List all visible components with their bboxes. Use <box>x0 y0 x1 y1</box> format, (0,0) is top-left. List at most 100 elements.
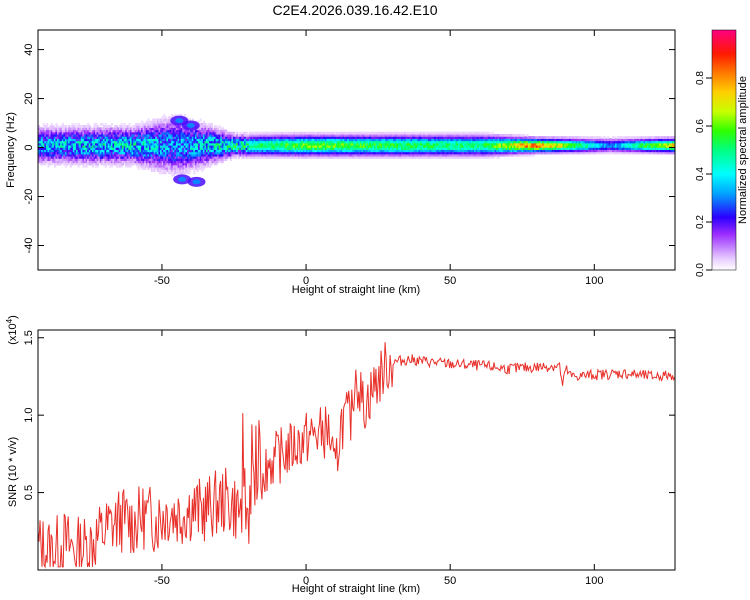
heatmap-cell <box>169 162 172 166</box>
heatmap-cell <box>345 151 348 155</box>
heatmap-cell <box>166 164 169 168</box>
heatmap-cell <box>440 151 443 155</box>
heatmap-cell <box>497 142 500 146</box>
heatmap-cell <box>408 151 412 155</box>
heatmap-cell <box>76 140 79 144</box>
heatmap-cell <box>290 136 293 139</box>
heatmap-cell <box>142 167 145 170</box>
heatmap-cell <box>112 138 115 142</box>
heatmap-cell <box>237 153 240 157</box>
heatmap-cell <box>185 144 188 148</box>
heatmap-cell <box>96 129 99 133</box>
heatmap-cell <box>44 158 47 161</box>
heatmap-cell <box>82 142 85 146</box>
heatmap-cell <box>226 133 229 137</box>
heatmap-cell <box>180 164 183 168</box>
heatmap-cell <box>545 138 548 142</box>
heatmap-cell <box>500 153 504 157</box>
heatmap-cell <box>72 133 76 137</box>
heatmap-cell <box>267 153 271 157</box>
heatmap-cell <box>334 149 337 153</box>
heatmap-cell <box>228 136 231 139</box>
heatmap-cell <box>396 156 399 159</box>
heatmap-cell <box>397 147 401 150</box>
heatmap-cell <box>169 153 172 157</box>
heatmap-cell <box>125 125 128 128</box>
heatmap-cell <box>334 140 337 144</box>
heatmap-cell <box>79 149 82 153</box>
heatmap-cell <box>98 136 101 139</box>
heatmap-cell <box>101 133 104 137</box>
heatmap-cell <box>42 133 45 137</box>
heatmap-cell <box>225 129 228 133</box>
heatmap-cell <box>420 133 423 137</box>
heatmap-cell <box>96 140 99 144</box>
heatmap-cell <box>556 144 559 148</box>
heatmap-cell <box>55 136 58 139</box>
heatmap-cell <box>402 151 405 155</box>
heatmap-cell <box>201 158 204 161</box>
heatmap-cell <box>234 140 237 144</box>
heatmap-cell <box>217 144 220 148</box>
heatmap-cell <box>144 167 147 170</box>
heatmap-cell <box>179 125 182 128</box>
heatmap-cell <box>150 144 153 148</box>
heatmap-cell <box>71 140 74 144</box>
heatmap-cell <box>466 142 469 146</box>
heatmap-cell <box>225 140 228 144</box>
heatmap-cell <box>137 162 141 166</box>
heatmap-cell <box>90 144 93 148</box>
heatmap-cell <box>88 136 91 139</box>
heatmap-cell <box>202 147 206 150</box>
heatmap-cell <box>334 133 337 137</box>
heatmap-cell <box>180 133 183 137</box>
heatmap-cell <box>79 136 82 139</box>
heatmap-cell <box>526 147 529 150</box>
heatmap-cell <box>217 149 220 153</box>
heatmap-cell <box>156 160 160 164</box>
heatmap-cell <box>427 144 431 148</box>
heatmap-cell <box>310 156 313 159</box>
heatmap-cell <box>540 151 543 155</box>
heatmap-cell <box>531 140 534 144</box>
heatmap-cell <box>144 156 147 159</box>
heatmap-cell <box>329 131 332 135</box>
heatmap-cell <box>74 160 77 164</box>
heatmap-cell <box>523 138 526 142</box>
heatmap-cell <box>69 149 72 153</box>
heatmap-cell <box>110 151 114 155</box>
heatmap-cell <box>44 160 47 164</box>
heatmap-cell <box>133 136 136 139</box>
heatmap-cell <box>551 151 554 155</box>
heatmap-cell <box>72 160 76 164</box>
heatmap-cell <box>313 149 317 153</box>
heatmap-cell <box>397 138 401 142</box>
heatmap-cell <box>557 151 561 155</box>
heatmap-cell <box>280 131 283 135</box>
heatmap-cell <box>207 153 210 157</box>
heatmap-cell <box>315 133 318 137</box>
heatmap-cell <box>454 156 458 159</box>
heatmap-cell <box>526 138 529 142</box>
heatmap-cell <box>427 138 431 142</box>
heatmap-cell <box>437 153 440 157</box>
heatmap-cell <box>198 140 201 144</box>
heatmap-cell <box>362 153 366 157</box>
heatmap-cell <box>69 142 72 146</box>
heatmap-cell <box>426 149 429 153</box>
heatmap-cell <box>155 120 158 124</box>
heatmap-cell <box>185 171 188 175</box>
heatmap-cell <box>535 149 538 153</box>
heatmap-cell <box>82 125 85 128</box>
heatmap-cell <box>64 131 68 135</box>
heatmap-cell <box>242 149 245 153</box>
heatmap-cell <box>155 160 158 164</box>
heatmap-cell <box>592 149 596 153</box>
heatmap-cell <box>180 114 183 117</box>
heatmap-cell <box>358 138 361 142</box>
heatmap-cell <box>52 158 55 161</box>
heatmap-cell <box>209 140 212 144</box>
heatmap-cell <box>179 164 182 168</box>
heatmap-cell <box>107 138 110 142</box>
heatmap-cell <box>163 149 166 153</box>
